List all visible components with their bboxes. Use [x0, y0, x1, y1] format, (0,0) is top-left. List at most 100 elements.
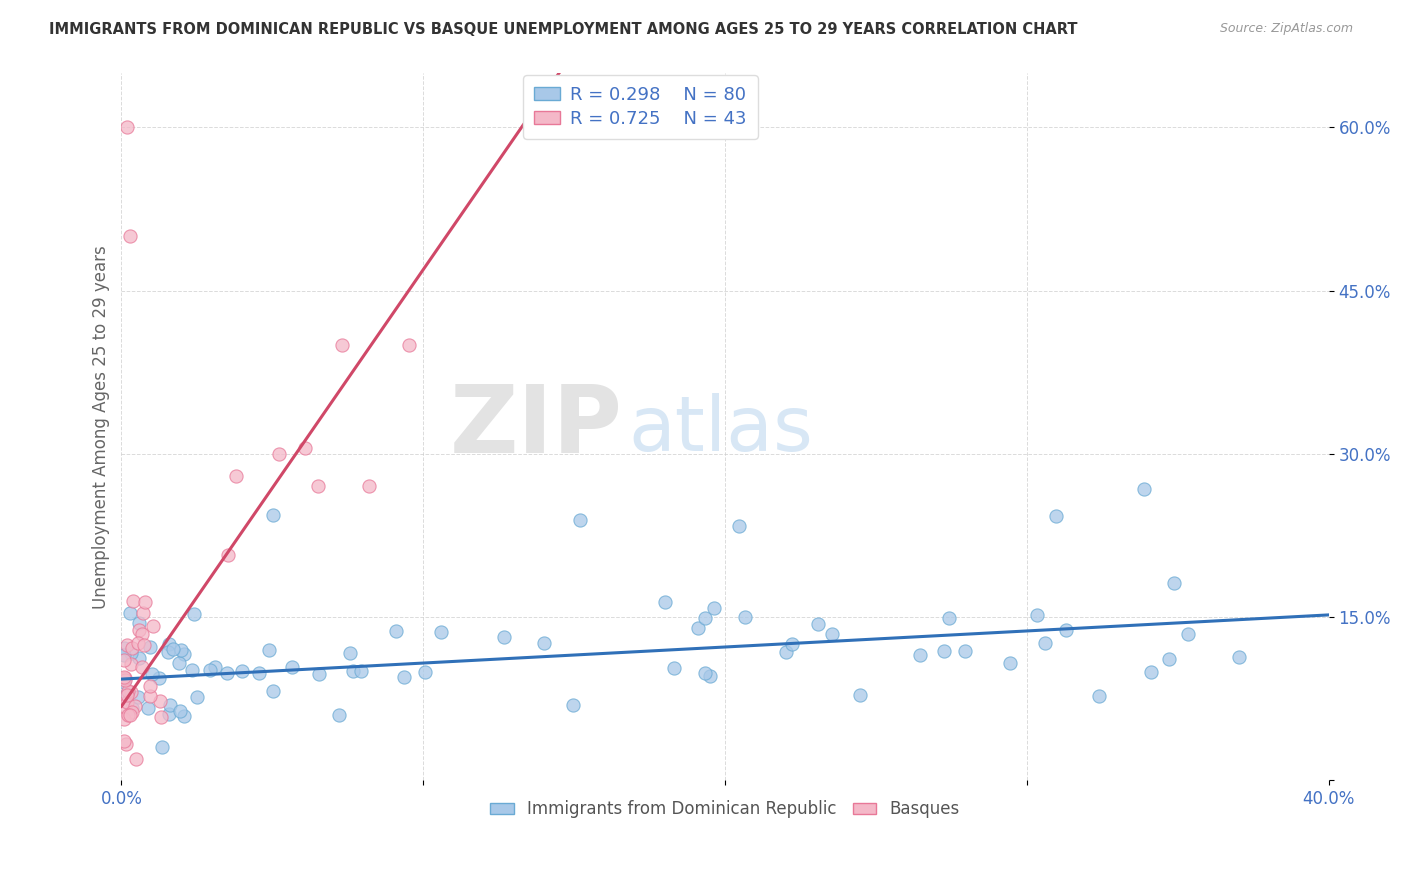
Point — [262, 684, 284, 698]
Point — [780, 637, 803, 651]
Point — [120, 684, 142, 698]
Point — [134, 595, 156, 609]
Point — [121, 705, 143, 719]
Point — [821, 627, 844, 641]
Point — [699, 669, 721, 683]
Point — [1000, 656, 1022, 670]
Point — [330, 338, 353, 352]
Point — [148, 694, 170, 708]
Point — [173, 709, 195, 723]
Point — [114, 653, 136, 667]
Point — [121, 640, 143, 655]
Point — [115, 638, 138, 652]
Point — [120, 646, 142, 660]
Point — [117, 708, 139, 723]
Point — [167, 656, 190, 670]
Point — [169, 704, 191, 718]
Point — [169, 643, 191, 657]
Point — [142, 619, 165, 633]
Point — [1045, 508, 1067, 523]
Point — [159, 698, 181, 712]
Point — [688, 621, 710, 635]
Text: ZIP: ZIP — [450, 381, 623, 473]
Point — [125, 751, 148, 765]
Text: IMMIGRANTS FROM DOMINICAN REPUBLIC VS BASQUE UNEMPLOYMENT AMONG AGES 25 TO 29 YE: IMMIGRANTS FROM DOMINICAN REPUBLIC VS BA… — [49, 22, 1078, 37]
Y-axis label: Unemployment Among Ages 25 to 29 years: Unemployment Among Ages 25 to 29 years — [93, 244, 110, 608]
Point — [136, 701, 159, 715]
Point — [1033, 635, 1056, 649]
Point — [114, 671, 136, 685]
Point — [115, 695, 138, 709]
Point — [156, 645, 179, 659]
Point — [728, 519, 751, 533]
Point — [385, 624, 408, 638]
Point — [342, 664, 364, 678]
Point — [848, 688, 870, 702]
Point — [121, 700, 143, 714]
Point — [357, 479, 380, 493]
Point — [1140, 665, 1163, 679]
Point — [413, 665, 436, 679]
Point — [392, 670, 415, 684]
Point — [120, 229, 142, 244]
Point — [492, 630, 515, 644]
Point — [807, 617, 830, 632]
Point — [181, 663, 204, 677]
Point — [120, 657, 142, 671]
Point — [139, 640, 162, 654]
Point — [183, 607, 205, 622]
Point — [118, 606, 141, 620]
Point — [118, 708, 141, 723]
Point — [114, 699, 136, 714]
Point — [932, 644, 955, 658]
Point — [294, 441, 316, 455]
Point — [162, 641, 184, 656]
Point — [328, 708, 350, 723]
Point — [1159, 652, 1181, 666]
Point — [159, 637, 181, 651]
Point — [231, 664, 253, 678]
Point — [217, 665, 239, 680]
Point — [693, 666, 716, 681]
Point — [703, 600, 725, 615]
Point — [339, 646, 361, 660]
Point — [186, 690, 208, 705]
Point — [114, 673, 136, 687]
Point — [1163, 575, 1185, 590]
Point — [127, 690, 149, 705]
Point — [262, 508, 284, 523]
Point — [225, 468, 247, 483]
Point — [350, 664, 373, 678]
Point — [1026, 608, 1049, 623]
Point — [204, 660, 226, 674]
Point — [114, 670, 136, 684]
Point — [533, 635, 555, 649]
Text: atlas: atlas — [628, 393, 814, 467]
Point — [138, 679, 160, 693]
Point — [654, 595, 676, 609]
Point — [664, 660, 686, 674]
Point — [398, 338, 420, 352]
Point — [115, 688, 138, 702]
Point — [131, 660, 153, 674]
Point — [247, 665, 270, 680]
Point — [139, 689, 162, 703]
Point — [114, 734, 136, 748]
Point — [141, 666, 163, 681]
Point — [562, 698, 585, 713]
Point — [117, 120, 139, 135]
Point — [115, 687, 138, 701]
Point — [693, 611, 716, 625]
Point — [429, 625, 451, 640]
Point — [569, 512, 592, 526]
Text: Source: ZipAtlas.com: Source: ZipAtlas.com — [1219, 22, 1353, 36]
Point — [938, 611, 960, 625]
Point — [775, 645, 797, 659]
Point — [953, 644, 976, 658]
Point — [114, 675, 136, 690]
Point — [1227, 649, 1250, 664]
Point — [149, 709, 172, 723]
Point — [1177, 627, 1199, 641]
Point — [117, 684, 139, 698]
Point — [132, 638, 155, 652]
